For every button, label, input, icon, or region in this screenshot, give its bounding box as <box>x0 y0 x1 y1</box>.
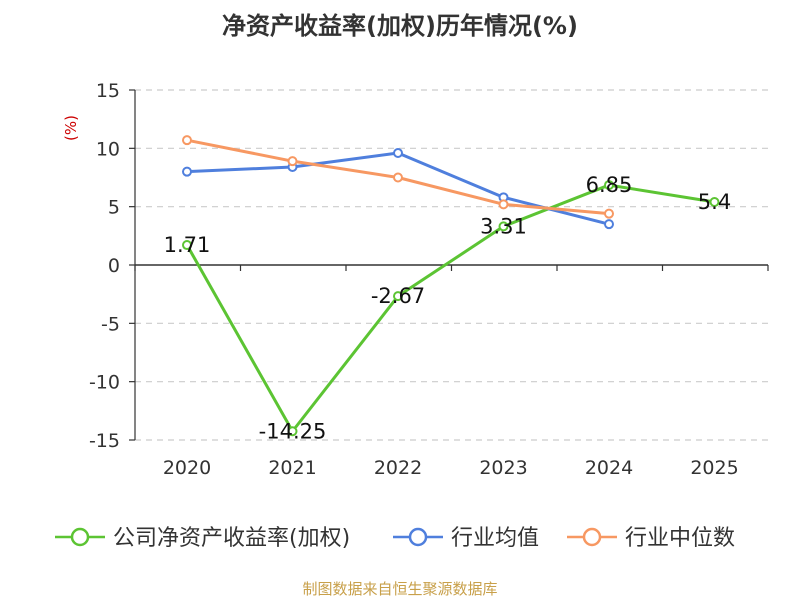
data-point <box>287 156 298 167</box>
y-tick-label: -15 <box>89 430 120 452</box>
x-tick-label: 2025 <box>690 457 738 479</box>
series-line-0 <box>185 183 715 433</box>
legend: 公司净资产收益率(加权) 行业均值 行业中位数 <box>55 526 735 551</box>
legend-marker-0 <box>70 527 90 547</box>
y-axis: 15 10 5 0 -5 -10 -15 (%) <box>62 80 136 452</box>
x-tick-label: 2023 <box>479 457 527 479</box>
legend-label-0: 公司净资产收益率(加权) <box>113 526 350 551</box>
chart-title: 净资产收益率(加权)历年情况(%) <box>222 12 578 40</box>
data-point <box>393 291 403 302</box>
data-label: 6.85 <box>586 173 633 197</box>
x-tick-label: 2020 <box>163 457 211 479</box>
x-tick-label: 2024 <box>585 457 633 479</box>
data-point <box>182 166 192 177</box>
data-label: 3.31 <box>480 214 527 238</box>
legend-marker-1 <box>408 527 428 547</box>
y-tick-label: -5 <box>101 313 120 335</box>
x-tick-label: 2022 <box>374 457 422 479</box>
data-point <box>182 240 192 251</box>
y-tick-label: 0 <box>108 255 120 277</box>
data-label: -2.67 <box>371 284 425 308</box>
data-labels: 1.71 -14.25 -2.67 3.31 6.85 5.4 <box>164 173 732 443</box>
data-point <box>393 148 403 158</box>
data-point <box>709 197 720 207</box>
data-point <box>393 172 403 183</box>
x-tick-label: 2021 <box>268 457 316 479</box>
y-tick-label: -10 <box>89 372 120 394</box>
y-axis-label: (%) <box>62 115 80 141</box>
series-line-1 <box>186 151 610 226</box>
legend-label-2: 行业中位数 <box>625 526 735 551</box>
data-label: 1.71 <box>164 233 211 257</box>
data-point <box>182 135 192 146</box>
legend-label-1: 行业均值 <box>451 526 539 551</box>
data-point <box>287 426 298 437</box>
series-lines <box>182 135 720 437</box>
x-axis: 2020 2021 2022 2023 2024 2025 <box>134 264 769 479</box>
data-point <box>604 219 614 230</box>
y-tick-label: 10 <box>96 138 120 160</box>
legend-marker-2 <box>582 527 602 547</box>
data-label: -14.25 <box>259 419 327 443</box>
y-tick-label: 5 <box>108 197 120 219</box>
source-note: 制图数据来自恒生聚源数据库 <box>302 580 498 598</box>
data-point <box>498 199 509 210</box>
data-point <box>498 221 509 232</box>
data-label: 5.4 <box>698 190 731 214</box>
data-point <box>604 208 614 219</box>
y-tick-label: 15 <box>96 80 120 102</box>
data-point <box>604 180 614 191</box>
